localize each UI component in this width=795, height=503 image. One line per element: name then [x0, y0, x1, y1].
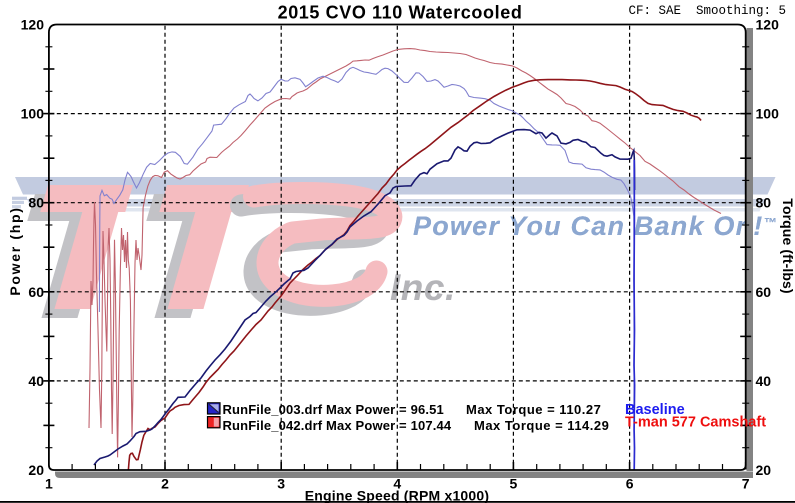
- svg-text:120: 120: [21, 17, 45, 33]
- svg-text:40: 40: [28, 373, 44, 389]
- svg-text:20: 20: [756, 462, 772, 478]
- svg-text:60: 60: [756, 284, 772, 300]
- svg-text:100: 100: [756, 106, 780, 122]
- svg-text:80: 80: [756, 195, 772, 211]
- svg-text:5: 5: [510, 476, 518, 492]
- svg-text:3: 3: [277, 476, 285, 492]
- svg-text:40: 40: [756, 373, 772, 389]
- svg-text:6: 6: [626, 476, 634, 492]
- svg-text:Power You Can Bank On!™: Power You Can Bank On!™: [413, 211, 778, 241]
- svg-text:100: 100: [21, 106, 45, 122]
- svg-text:Max Torque = 114.29: Max Torque = 114.29: [474, 418, 609, 433]
- svg-text:2015 CVO 110 Watercooled: 2015 CVO 110 Watercooled: [278, 3, 523, 23]
- svg-text:1: 1: [45, 476, 53, 492]
- svg-text:Torque (ft-lbs): Torque (ft-lbs): [780, 198, 795, 293]
- svg-text:RunFile_003.drf Max Power = 96: RunFile_003.drf Max Power = 96.51: [223, 402, 444, 417]
- svg-text:120: 120: [756, 17, 780, 33]
- svg-text:20: 20: [28, 462, 44, 478]
- svg-text:Power (hp): Power (hp): [7, 206, 23, 295]
- svg-text:80: 80: [28, 195, 44, 211]
- svg-text:2: 2: [161, 476, 169, 492]
- svg-text:60: 60: [28, 284, 44, 300]
- svg-text:RunFile_042.drf Max Power = 10: RunFile_042.drf Max Power = 107.44: [223, 418, 452, 433]
- svg-text:Engine Speed (RPM x1000): Engine Speed (RPM x1000): [305, 488, 490, 503]
- svg-text:T-man 577 Camshaft: T-man 577 Camshaft: [625, 415, 766, 431]
- svg-text:Inc.: Inc.: [390, 267, 456, 308]
- svg-text:7: 7: [742, 476, 750, 492]
- svg-text:CF: SAE Smoothing: 5: CF: SAE Smoothing: 5: [628, 4, 786, 18]
- svg-text:Baseline: Baseline: [625, 402, 685, 418]
- svg-text:Max Torque = 110.27: Max Torque = 110.27: [466, 402, 601, 417]
- svg-text:Power You Can Bank On!™: Power You Can Bank On!™: [413, 211, 778, 241]
- svg-text:4: 4: [393, 476, 401, 492]
